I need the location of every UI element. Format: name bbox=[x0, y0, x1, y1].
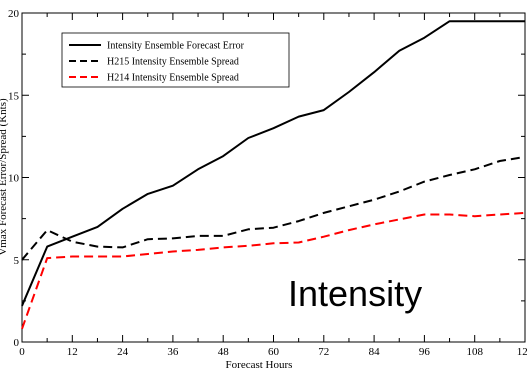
intensity-annotation: Intensity bbox=[288, 273, 422, 314]
series-line-2 bbox=[21, 155, 526, 261]
y-tick-label: 5 bbox=[14, 255, 20, 267]
y-tick-label: 15 bbox=[8, 90, 20, 102]
series-line-1 bbox=[21, 20, 525, 307]
x-tick-label: 72 bbox=[318, 346, 329, 358]
x-tick-label: 36 bbox=[167, 346, 179, 358]
series-line-3 bbox=[21, 211, 526, 330]
x-axis-ticks: 0 12 24 36 48 60 72 84 96 108 120 bbox=[19, 13, 527, 358]
x-tick-label: 12 bbox=[67, 346, 78, 358]
x-tick-label: 84 bbox=[369, 346, 381, 358]
y-axis-ticks: 0 5 10 15 20 bbox=[8, 8, 525, 349]
legend-label-2: H215 Intensity Ensemble Spread bbox=[107, 57, 239, 68]
x-tick-label: 60 bbox=[268, 346, 280, 358]
legend-label-3: H214 Intensity Ensemble Spread bbox=[107, 73, 239, 84]
legend-box bbox=[61, 32, 290, 88]
x-tick-label: 24 bbox=[117, 346, 129, 358]
y-tick-label: 20 bbox=[8, 8, 20, 20]
x-tick-label: 120 bbox=[517, 346, 527, 358]
x-tick-label: 108 bbox=[466, 346, 483, 358]
x-tick-label: 0 bbox=[19, 346, 25, 358]
x-tick-label: 96 bbox=[419, 346, 431, 358]
y-tick-label: 0 bbox=[14, 337, 20, 349]
series-lines bbox=[21, 20, 526, 330]
legend: Intensity Ensemble Forecast Error H215 In… bbox=[61, 32, 290, 88]
legend-label-1: Intensity Ensemble Forecast Error bbox=[107, 41, 245, 52]
y-tick-label: 10 bbox=[8, 173, 20, 185]
x-axis-title: Forecast Hours bbox=[226, 359, 293, 371]
x-tick-label: 48 bbox=[218, 346, 230, 358]
y-axis-title: Vmax Forecast Error/Spread (Knts) bbox=[0, 98, 9, 256]
